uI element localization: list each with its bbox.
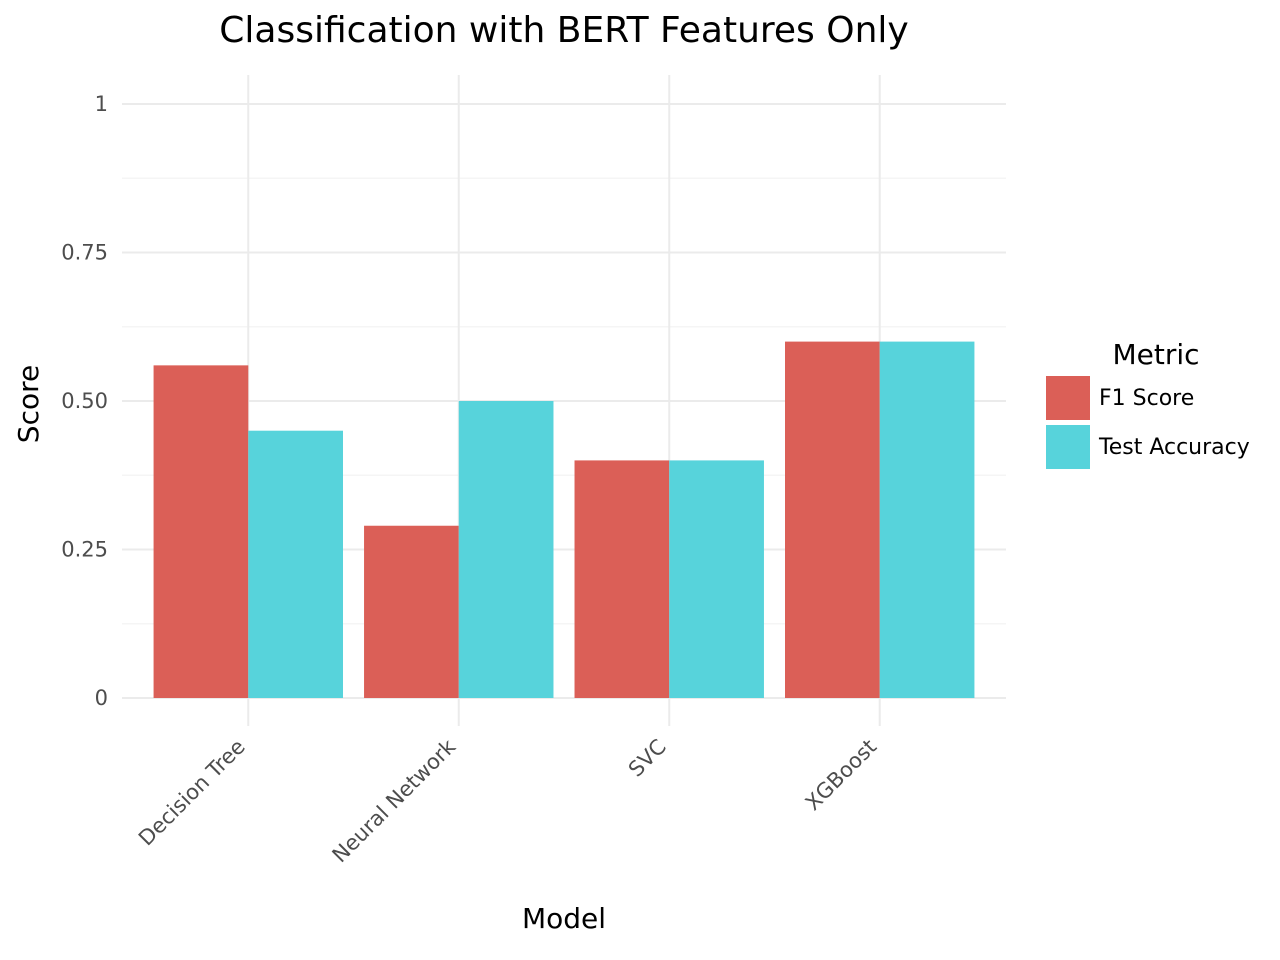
legend-swatch-test-accuracy: [1046, 425, 1090, 469]
legend-title: Metric: [1112, 338, 1199, 371]
bars: [153, 341, 975, 698]
legend: Metric F1 Score Test Accuracy: [1046, 338, 1250, 469]
y-axis-title: Score: [12, 365, 45, 443]
x-axis-ticks: Decision Tree Neural Network SVC XGBoost: [134, 734, 881, 867]
bar: [574, 460, 670, 698]
bar: [364, 525, 459, 698]
x-tick-label: XGBoost: [801, 735, 882, 816]
bar: [458, 401, 554, 698]
bar: [153, 365, 249, 698]
legend-label-f1-score: F1 Score: [1099, 386, 1194, 411]
bar: [669, 460, 764, 698]
y-tick-label: 0.50: [61, 389, 108, 413]
x-tick-label: Decision Tree: [134, 735, 250, 851]
y-axis-ticks: 0 0.25 0.50 0.75 1: [61, 92, 108, 710]
y-tick-label: 0: [95, 686, 108, 710]
legend-label-test-accuracy: Test Accuracy: [1098, 435, 1250, 460]
x-tick-label: Neural Network: [328, 734, 461, 867]
x-tick-label: SVC: [624, 735, 671, 782]
y-tick-label: 0.75: [61, 241, 108, 265]
y-tick-label: 0.25: [61, 538, 108, 562]
bar: [879, 341, 975, 698]
bar: [248, 430, 343, 698]
bar: [785, 341, 880, 698]
x-axis-title: Model: [522, 902, 606, 935]
y-tick-label: 1: [95, 92, 108, 116]
legend-swatch-f1-score: [1046, 376, 1090, 420]
chart-title: Classification with BERT Features Only: [219, 10, 908, 51]
